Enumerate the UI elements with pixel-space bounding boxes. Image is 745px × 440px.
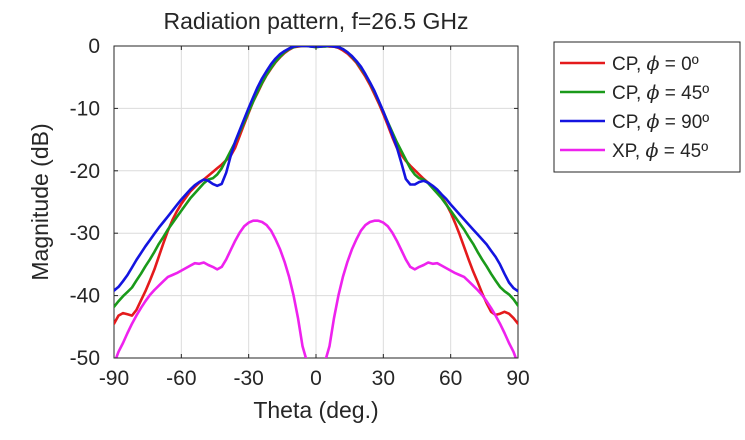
x-tick-label: -30 — [233, 367, 263, 390]
chart-title: Radiation pattern, f=26.5 GHz — [164, 8, 469, 34]
x-tick-label: -90 — [99, 367, 129, 390]
x-tick-label: 60 — [439, 367, 462, 390]
legend-entry-2: CP, ϕ = 45º — [560, 82, 709, 104]
legend-entry-3: CP, ϕ = 90º — [560, 111, 709, 133]
y-tick-label: -40 — [70, 285, 100, 308]
axis-ticks — [113, 45, 519, 359]
x-tick-label: 90 — [506, 367, 529, 390]
legend: CP, ϕ = 0º CP, ϕ = 45º CP, ϕ = 90º XP, ϕ = … — [553, 41, 741, 173]
y-tick-label: 0 — [88, 35, 100, 58]
grid-lines — [113, 45, 519, 359]
x-axis-title: Theta (deg.) — [253, 397, 378, 423]
x-tick-labels: -90 -60 -30 0 30 60 90 — [99, 367, 530, 390]
legend-entry-4: XP, ϕ = 45º — [560, 140, 708, 162]
x-tick-label: 0 — [310, 367, 322, 390]
y-tick-labels: 0 -10 -20 -30 -40 -50 — [70, 35, 100, 370]
y-tick-label: -50 — [70, 347, 100, 370]
legend-label: CP, ϕ = 90º — [612, 111, 709, 133]
x-tick-label: 30 — [372, 367, 395, 390]
y-tick-label: -10 — [70, 97, 100, 120]
y-tick-label: -20 — [70, 160, 100, 183]
legend-label: CP, ϕ = 0º — [612, 53, 699, 75]
legend-label: XP, ϕ = 45º — [612, 140, 708, 162]
legend-entry-1: CP, ϕ = 0º — [560, 53, 699, 75]
legend-label: CP, ϕ = 45º — [612, 82, 709, 104]
x-tick-label: -60 — [166, 367, 196, 390]
y-tick-label: -30 — [70, 222, 100, 245]
y-axis-title: Magnitude (dB) — [27, 123, 53, 280]
series-line-4 — [114, 219, 518, 358]
